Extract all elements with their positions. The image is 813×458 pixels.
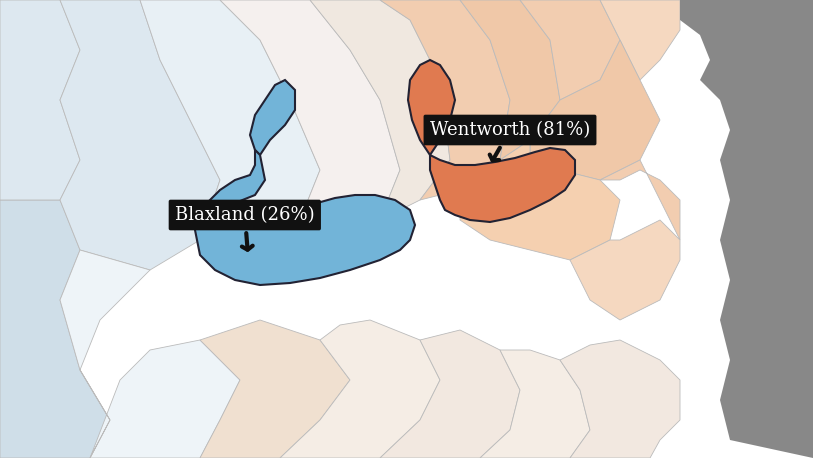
Polygon shape (280, 320, 440, 458)
Polygon shape (60, 250, 240, 458)
Polygon shape (430, 148, 575, 222)
Polygon shape (220, 0, 400, 240)
Polygon shape (0, 200, 110, 458)
Polygon shape (250, 80, 295, 155)
Text: Blaxland (26%): Blaxland (26%) (175, 206, 315, 250)
Polygon shape (408, 60, 455, 155)
Polygon shape (380, 0, 510, 200)
Polygon shape (600, 160, 680, 240)
Polygon shape (570, 220, 680, 320)
Polygon shape (520, 0, 620, 100)
Polygon shape (380, 330, 520, 458)
Polygon shape (600, 0, 680, 80)
Polygon shape (195, 150, 415, 285)
Polygon shape (480, 350, 590, 458)
Polygon shape (0, 0, 80, 200)
Polygon shape (60, 0, 220, 270)
Polygon shape (200, 320, 350, 458)
Polygon shape (310, 0, 450, 220)
Text: Wentworth (81%): Wentworth (81%) (430, 121, 590, 160)
Polygon shape (460, 140, 620, 260)
Polygon shape (530, 40, 660, 180)
Polygon shape (460, 0, 560, 160)
Polygon shape (140, 0, 320, 260)
Polygon shape (560, 340, 680, 458)
Polygon shape (680, 0, 813, 458)
